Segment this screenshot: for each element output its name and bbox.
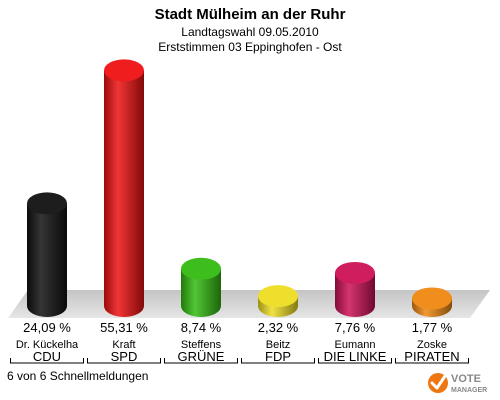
bar-body-spd <box>104 70 144 318</box>
logo-text-vote: VOTE <box>451 373 481 385</box>
bar-top-gr-ne <box>181 257 221 280</box>
logo-check-icon <box>428 373 448 393</box>
bar-body-die-linke <box>335 272 375 317</box>
chart-subtitle-district: Erststimmen 03 Eppinghofen - Ost <box>158 40 342 54</box>
bar-spd <box>104 59 144 318</box>
chart-subtitle-date: Landtagswahl 09.05.2010 <box>181 25 319 39</box>
candidate-label-piraten: Zoske <box>417 339 447 351</box>
bar-body-cdu <box>27 203 67 317</box>
party-label-fdp: FDP <box>265 349 291 364</box>
party-label-spd: SPD <box>111 349 138 364</box>
candidate-label-die-linke: Eumann <box>335 339 376 351</box>
bar-gr-ne <box>181 257 221 317</box>
bar-top-cdu <box>27 192 67 215</box>
bar-top-die-linke <box>335 261 375 284</box>
party-label-gr-ne: GRÜNE <box>178 349 225 364</box>
bar-top-fdp <box>258 285 298 308</box>
party-label-die-linke: DIE LINKE <box>324 349 387 364</box>
candidate-label-spd: Kraft <box>112 339 135 351</box>
chart-title: Stadt Mülheim an der Ruhr <box>154 6 346 23</box>
party-bracket-piraten <box>395 358 469 364</box>
logo-text-manager: MANAGER <box>451 387 487 394</box>
bar-cdu <box>27 192 67 317</box>
party-label-piraten: PIRATEN <box>404 349 459 364</box>
bar-fdp <box>258 285 298 317</box>
candidate-label-cdu: Dr. Kückelha <box>16 339 79 351</box>
bar-top-spd <box>104 59 144 82</box>
value-label-gr-ne: 8,74 % <box>181 320 222 335</box>
value-label-fdp: 2,32 % <box>258 320 299 335</box>
party-bracket-die-linke <box>318 358 392 364</box>
bar-body-gr-ne <box>181 268 221 317</box>
bar-piraten <box>412 287 452 317</box>
status-text: 6 von 6 Schnellmeldungen <box>7 369 149 383</box>
value-label-cdu: 24,09 % <box>23 320 71 335</box>
party-bracket-fdp <box>241 358 315 364</box>
value-label-piraten: 1,77 % <box>412 320 453 335</box>
bar-die-linke <box>335 261 375 317</box>
candidate-label-gr-ne: Steffens <box>181 339 222 351</box>
party-label-cdu: CDU <box>33 349 61 364</box>
value-label-spd: 55,31 % <box>100 320 148 335</box>
vote-manager-logo: VOTE MANAGER <box>428 373 487 394</box>
party-bracket-cdu <box>10 358 84 364</box>
party-bracket-gr-ne <box>164 358 238 364</box>
party-bracket-spd <box>87 358 161 364</box>
bar-top-piraten <box>412 287 452 310</box>
candidate-label-fdp: Beitz <box>266 339 290 351</box>
value-label-die-linke: 7,76 % <box>335 320 376 335</box>
